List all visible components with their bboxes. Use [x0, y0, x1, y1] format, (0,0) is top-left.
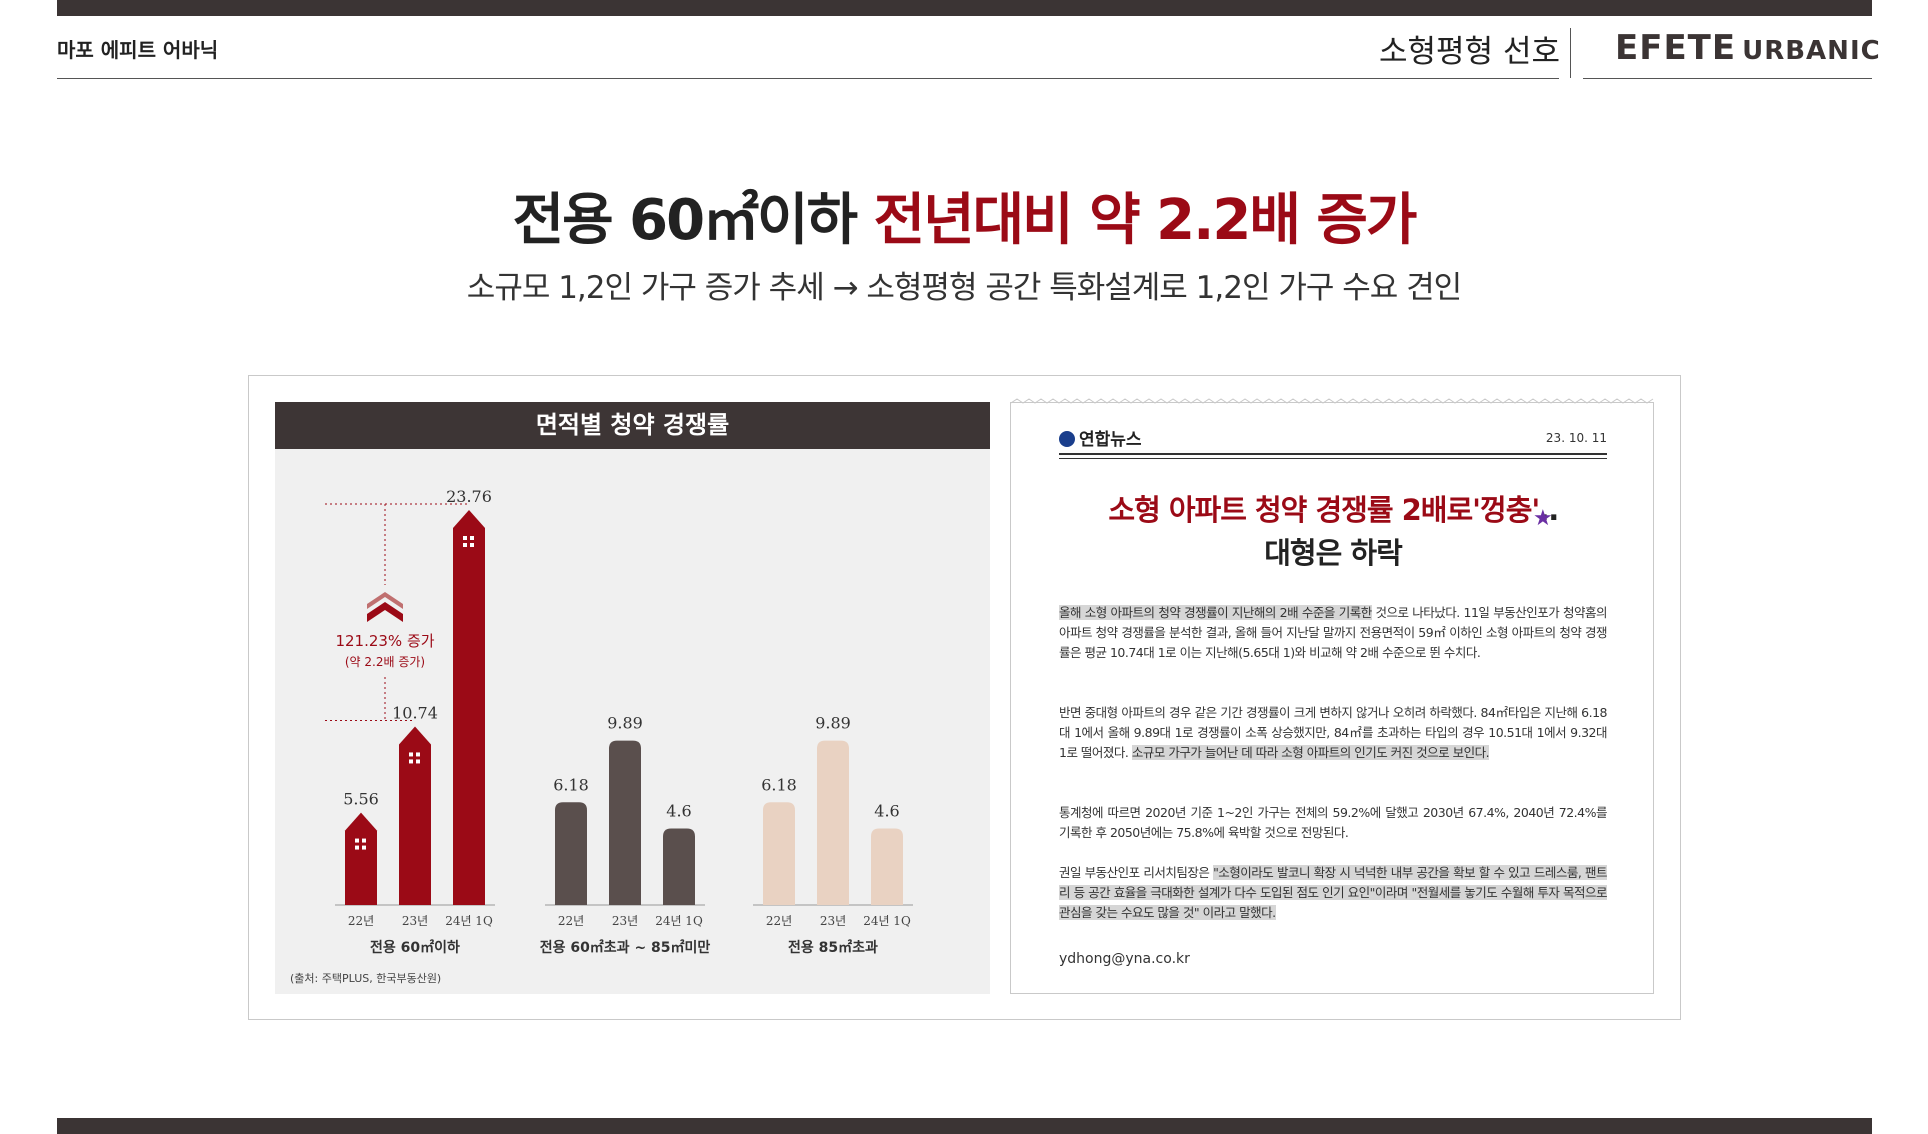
tick-label: 23년	[402, 914, 428, 928]
torn-edge	[1011, 398, 1654, 404]
header-rule-right	[1583, 78, 1872, 79]
annotation-text: 121.23% 증가	[335, 632, 434, 650]
tick-label: 24년 1Q	[445, 914, 493, 928]
data-label: 6.18	[761, 775, 797, 794]
window-mark	[362, 838, 366, 843]
tick-label: 24년 1Q	[655, 914, 703, 928]
section-title: 소형평형 선호	[1379, 34, 1560, 70]
data-label: 9.89	[815, 714, 851, 733]
news-headline-line2: 대형은 하락	[1264, 536, 1403, 570]
highlight-text: 소규모 가구가 늘어난 데 따라 소형 아파트의 인기도 커진 것으로 보인다.	[1131, 745, 1490, 760]
news-rule	[1059, 453, 1607, 455]
window-mark	[362, 845, 366, 850]
bar	[399, 726, 431, 905]
bar	[555, 802, 587, 905]
news-headline: 소형 아파트 청약 경쟁률 2배로'껑충'‥	[1011, 487, 1655, 529]
news-paragraph-4: 권일 부동산인포 리서치팀장은 "소형이라도 발코니 확장 시 넉넉한 내부 공…	[1059, 863, 1608, 923]
news-date: 23. 10. 11	[1545, 431, 1607, 445]
news-rule-thin	[1059, 458, 1607, 459]
data-label: 9.89	[607, 714, 643, 733]
news-headline-red: 소형 아파트 청약 경쟁률 2배로'껑충'	[1108, 493, 1540, 527]
reporter-email: ydhong@yna.co.kr	[1059, 951, 1190, 967]
annotation-subtext: (약 2.2배 증가)	[345, 654, 425, 669]
chevron-up-icon	[367, 592, 403, 609]
chart-source: (출처: 주택PLUS, 한국부동산원)	[290, 972, 442, 985]
headline-part1: 전용 60㎡이하	[512, 188, 874, 253]
news-paragraph-2: 반면 중대형 아파트의 경우 같은 기간 경쟁률이 크게 변하지 않거나 오히려…	[1059, 703, 1608, 763]
window-mark	[470, 536, 474, 540]
window-mark	[409, 759, 413, 764]
data-label: 5.56	[343, 790, 379, 809]
bar	[609, 740, 641, 905]
bar	[345, 812, 377, 905]
data-label: 4.6	[874, 802, 899, 821]
bar	[817, 740, 849, 905]
data-label: 23.76	[446, 487, 492, 506]
window-mark	[355, 838, 359, 843]
news-clipping: 연합뉴스 23. 10. 11 소형 아파트 청약 경쟁률 2배로'껑충'‥ ★…	[1010, 398, 1655, 994]
data-label: 4.6	[666, 802, 691, 821]
window-mark	[355, 845, 359, 850]
window-mark	[463, 543, 467, 547]
star-icon: ★	[1533, 506, 1553, 531]
tick-label: 22년	[348, 914, 374, 928]
bar	[871, 828, 903, 905]
chart-panel: 5.56 22년 10.74 23년 23.76 24년 1Q 전용 60㎡이하 6.18 22…	[275, 402, 990, 994]
tick-label: 23년	[612, 914, 638, 928]
window-mark	[470, 543, 474, 547]
group-label: 전용 85㎡초과	[788, 939, 878, 956]
tick-label: 22년	[766, 914, 792, 928]
window-mark	[409, 752, 413, 757]
project-name: 마포 에피트 어바닉	[57, 38, 219, 62]
tick-label: 22년	[558, 914, 584, 928]
group-label: 전용 60㎡이하	[370, 939, 460, 956]
chart-title: 면적별 청약 경쟁률	[275, 402, 990, 449]
news-paragraph-3: 통계청에 따르면 2020년 기준 1~2인 가구는 전체의 59.2%에 달했…	[1059, 805, 1608, 840]
header-rule-left	[57, 78, 1559, 79]
page-headline: 전용 60㎡이하 전년대비 약 2.2배 증가	[0, 175, 1928, 256]
paragraph-text: 것으로 나타났다. 11일 부동산인포가 청약홈의 아파트 청약 경쟁률을 분석…	[1059, 605, 1608, 660]
news-paragraph-1: 올해 소형 아파트의 청약 경쟁률이 지난해의 2배 수준을 기록한 것으로 나…	[1059, 603, 1608, 663]
paragraph-text: 반면 중대형 아파트의 경우 같은 기간 경쟁률이 크게 변하지 않거나 오히려…	[1059, 705, 1608, 760]
bar	[663, 828, 695, 905]
bottom-bar	[57, 1118, 1872, 1134]
brand-logo: EFETE URBANIC	[1615, 28, 1881, 68]
window-mark	[416, 759, 420, 764]
news-logo: 연합뉴스	[1059, 425, 1142, 450]
header-separator	[1570, 28, 1571, 78]
bar-chart: 5.56 22년 10.74 23년 23.76 24년 1Q 전용 60㎡이하 6.18 22…	[325, 487, 913, 956]
paragraph-text: 권일 부동산인포 리서치팀장은	[1059, 865, 1214, 880]
bar	[453, 510, 485, 905]
bar	[763, 802, 795, 905]
top-bar	[57, 0, 1872, 16]
tick-label: 24년 1Q	[863, 914, 911, 928]
tick-label: 23년	[820, 914, 846, 928]
group-label: 전용 60㎡초과 ~ 85㎡미만	[540, 939, 711, 956]
data-label: 10.74	[392, 703, 438, 722]
page-subtitle: 소규모 1,2인 가구 증가 추세 → 소형평형 공간 특화설계로 1,2인 가…	[466, 270, 1462, 306]
news-headline-dots: ‥	[1539, 493, 1558, 527]
window-mark	[463, 536, 467, 540]
yonhap-logo-icon	[1059, 431, 1075, 447]
highlight-text: 올해 소형 아파트의 청약 경쟁률이 지난해의 2배 수준을 기록한	[1059, 605, 1372, 620]
data-label: 6.18	[553, 775, 589, 794]
news-logo-text: 연합뉴스	[1079, 430, 1142, 450]
brand-sub: URBANIC	[1742, 36, 1881, 66]
chevron-up-icon	[367, 602, 403, 622]
window-mark	[416, 752, 420, 757]
brand-main: EFETE	[1615, 28, 1737, 68]
headline-part2: 전년대비 약 2.2배 증가	[873, 188, 1418, 253]
